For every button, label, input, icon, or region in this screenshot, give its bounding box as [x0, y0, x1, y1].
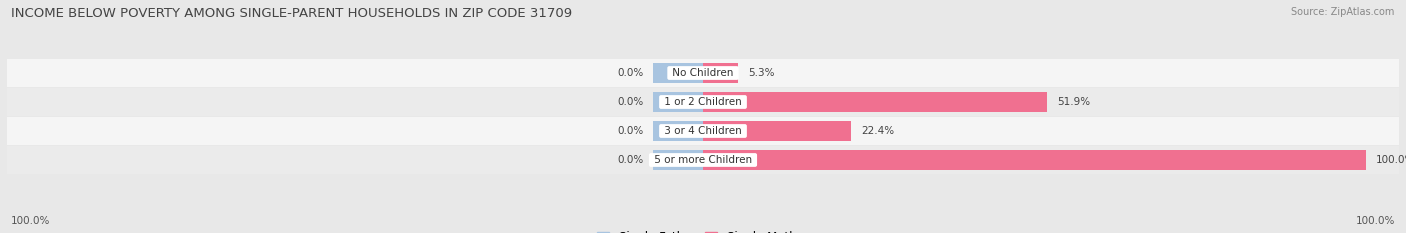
Text: 0.0%: 0.0%	[617, 97, 644, 107]
Bar	[7, 59, 1399, 87]
Bar	[703, 150, 1365, 170]
Text: 0.0%: 0.0%	[617, 155, 644, 165]
Legend: Single Father, Single Mother: Single Father, Single Mother	[598, 231, 808, 233]
Bar	[7, 88, 1399, 116]
Text: 3 or 4 Children: 3 or 4 Children	[661, 126, 745, 136]
Bar	[703, 120, 852, 141]
Text: 0.0%: 0.0%	[617, 68, 644, 78]
Bar	[703, 63, 738, 83]
Text: No Children: No Children	[669, 68, 737, 78]
Bar	[7, 146, 1399, 174]
Text: 5 or more Children: 5 or more Children	[651, 155, 755, 165]
Text: 5.3%: 5.3%	[748, 68, 775, 78]
Text: 0.0%: 0.0%	[617, 126, 644, 136]
Text: Source: ZipAtlas.com: Source: ZipAtlas.com	[1291, 7, 1395, 17]
Bar	[703, 92, 1047, 113]
Bar	[654, 120, 703, 141]
Text: 100.0%: 100.0%	[1355, 216, 1395, 226]
Bar	[7, 117, 1399, 145]
Text: INCOME BELOW POVERTY AMONG SINGLE-PARENT HOUSEHOLDS IN ZIP CODE 31709: INCOME BELOW POVERTY AMONG SINGLE-PARENT…	[11, 7, 572, 20]
Text: 1 or 2 Children: 1 or 2 Children	[661, 97, 745, 107]
Text: 22.4%: 22.4%	[862, 126, 894, 136]
Bar	[654, 63, 703, 83]
Text: 100.0%: 100.0%	[1376, 155, 1406, 165]
Bar	[654, 150, 703, 170]
Text: 51.9%: 51.9%	[1057, 97, 1090, 107]
Text: 100.0%: 100.0%	[11, 216, 51, 226]
Bar	[654, 92, 703, 113]
